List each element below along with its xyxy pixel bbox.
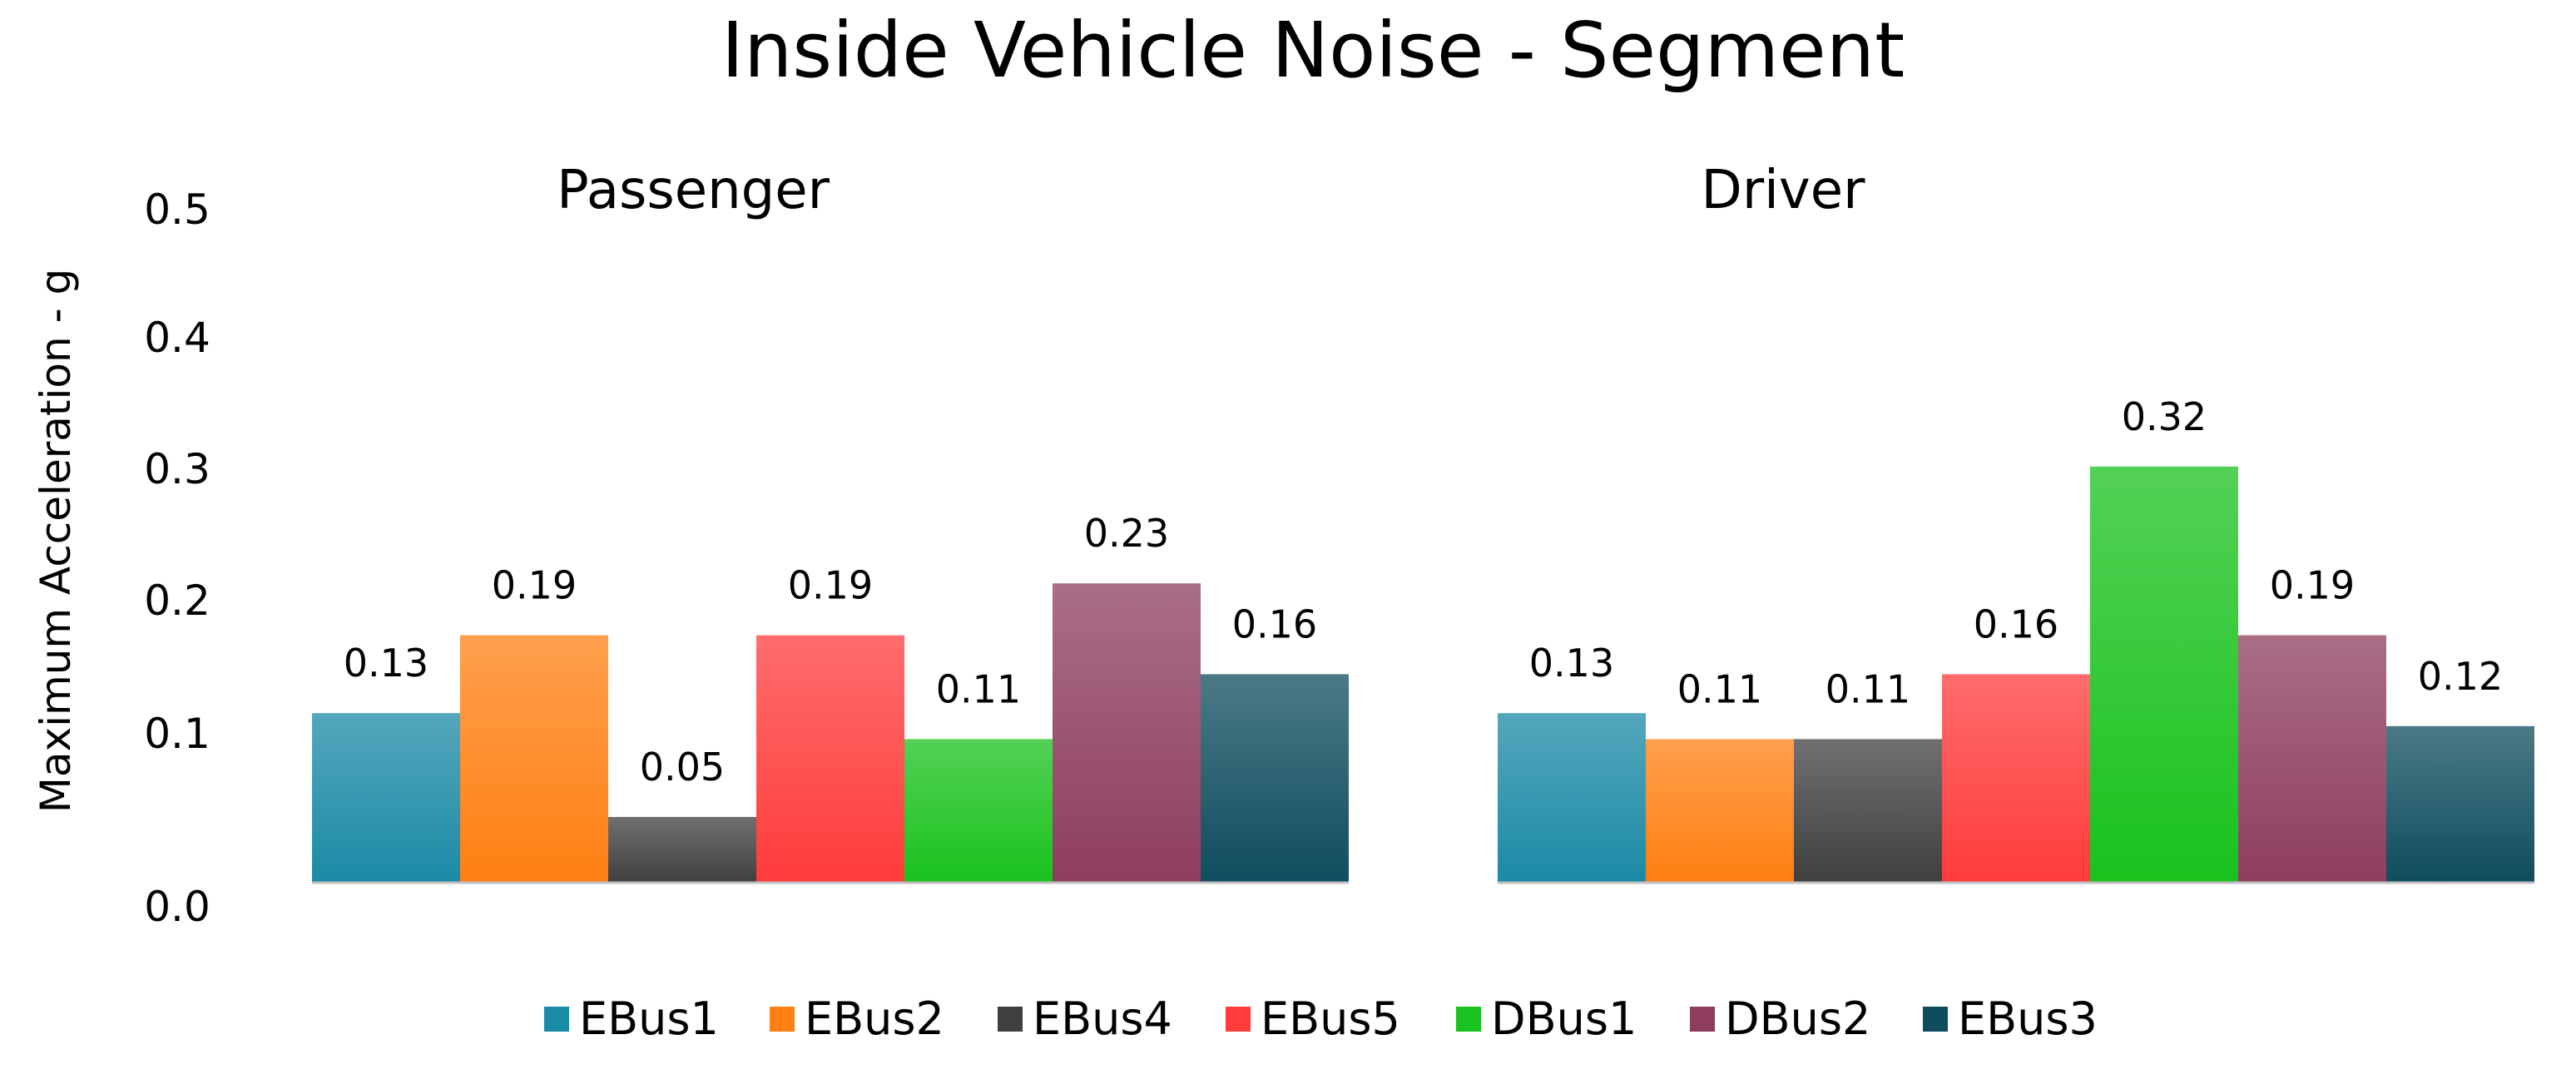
y-tick-label: 0.5	[144, 186, 211, 234]
legend-label-dbus1: DBus1	[1491, 992, 1637, 1045]
legend-label-ebus3: EBus3	[1958, 992, 2098, 1045]
data-label: 0.19	[788, 563, 873, 608]
y-axis-label: Maximum Acceleration - g	[32, 269, 80, 814]
data-label: 0.11	[1677, 666, 1762, 711]
legend-label-ebus4: EBus4	[1033, 992, 1172, 1045]
data-label: 0.05	[640, 745, 725, 790]
panel-titles: Passenger Driver	[557, 160, 1865, 221]
legend-swatch-ebus3	[1923, 1007, 1948, 1032]
bar-driver-dbus1	[2090, 466, 2238, 882]
legend-label-dbus2: DBus2	[1725, 992, 1870, 1045]
bar-driver-ebus5	[1942, 674, 2090, 882]
chart-title: Inside Vehicle Noise - Segment	[721, 6, 1905, 95]
bar-driver-ebus2	[1646, 739, 1794, 882]
legend-swatch-ebus5	[1226, 1007, 1251, 1032]
y-tick-label: 0.2	[144, 577, 211, 625]
legend: EBus1 EBus2 EBus4 EBus5 DBus1 DBus2 EBus3	[544, 992, 2098, 1045]
data-label: 0.11	[936, 666, 1021, 711]
bar-passenger-ebus2	[460, 635, 608, 882]
data-label: 0.13	[1529, 641, 1614, 686]
bar-passenger-dbus1	[904, 739, 1053, 882]
bar-passenger-ebus1	[312, 713, 460, 882]
y-tick-label: 0.0	[144, 883, 211, 931]
y-axis-ticks: 0.0 0.1 0.2 0.3 0.4 0.5	[144, 186, 211, 931]
y-tick-label: 0.4	[144, 314, 211, 362]
bar-passenger-ebus5	[756, 635, 904, 882]
bar-driver-dbus2	[2238, 635, 2386, 882]
data-label: 0.12	[2418, 654, 2503, 699]
legend-swatch-dbus1	[1456, 1007, 1481, 1032]
bar-driver-ebus1	[1498, 713, 1646, 882]
y-tick-label: 0.1	[144, 710, 211, 758]
panel-title-driver: Driver	[1702, 160, 1866, 221]
data-label: 0.13	[344, 641, 429, 686]
data-label: 0.32	[2122, 394, 2207, 439]
data-label: 0.16	[1974, 601, 2058, 646]
bar-driver-ebus3	[2386, 725, 2534, 882]
legend-swatch-ebus4	[998, 1007, 1023, 1032]
legend-label-ebus2: EBus2	[805, 992, 944, 1045]
bar-driver-ebus4	[1794, 739, 1942, 882]
legend-swatch-dbus2	[1690, 1007, 1715, 1032]
data-label: 0.11	[1825, 666, 1910, 711]
bar-passenger-dbus2	[1053, 583, 1201, 882]
legend-swatch-ebus2	[770, 1007, 795, 1032]
legend-label-ebus1: EBus1	[579, 992, 719, 1045]
legend-swatch-ebus1	[544, 1007, 569, 1032]
legend-label-ebus5: EBus5	[1261, 992, 1400, 1045]
data-label: 0.23	[1084, 511, 1169, 556]
data-label: 0.19	[2270, 563, 2355, 608]
data-label: 0.19	[492, 563, 577, 608]
bar-passenger-ebus4	[608, 817, 756, 882]
data-label: 0.16	[1232, 601, 1317, 646]
data-labels: 0.13 0.19 0.05 0.19 0.11 0.23 0.16 0.13 0.11 0.11…	[344, 394, 2503, 790]
y-tick-label: 0.3	[144, 445, 211, 493]
panel-title-passenger: Passenger	[557, 160, 830, 221]
bar-passenger-ebus3	[1201, 674, 1349, 882]
bar-series	[312, 466, 2534, 884]
